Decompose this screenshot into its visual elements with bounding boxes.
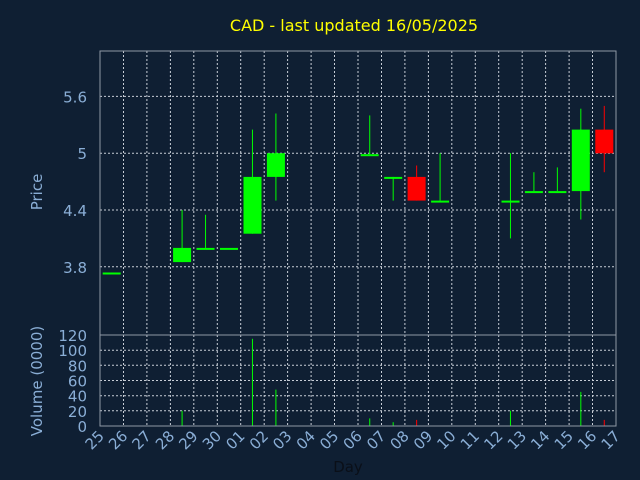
day-tick-label: 15 [551, 427, 577, 453]
volume-tick-label: 0 [77, 418, 87, 436]
price-tick-label: 5.6 [63, 88, 87, 106]
candle-body [595, 129, 614, 154]
candle-body [196, 247, 215, 250]
candle-body [102, 272, 121, 275]
price-tick-label: 3.8 [63, 259, 87, 277]
candle-body [548, 191, 567, 194]
candle-body [220, 247, 238, 250]
candle-body [571, 129, 590, 192]
volume-tick-label: 20 [68, 403, 87, 421]
plot-frame [99, 50, 617, 427]
day-tick-label: 29 [175, 427, 201, 453]
day-tick-label: 03 [269, 427, 295, 453]
price-axis-label: Price [28, 174, 46, 211]
day-tick-label: 02 [246, 427, 272, 453]
day-tick-label: 28 [152, 427, 178, 453]
day-tick-label: 08 [386, 427, 412, 453]
day-tick-label: 27 [128, 427, 154, 453]
day-tick-label: 04 [293, 427, 319, 453]
volume-axis-label: Volume (0000) [28, 326, 46, 436]
day-tick-label: 11 [457, 427, 483, 453]
candle-body [360, 154, 379, 157]
volume-tick-label: 120 [58, 327, 87, 345]
day-tick-label: 09 [410, 427, 436, 453]
volume-bars [181, 338, 605, 426]
axis-ticks: 3.84.455.6020406080100120252627282930010… [58, 88, 623, 453]
volume-tick-label: 40 [68, 388, 87, 406]
candle-body [524, 191, 543, 194]
volume-panel-frame [99, 334, 617, 427]
candle-body [266, 153, 285, 177]
candle-body [407, 176, 426, 201]
day-tick-label: 14 [527, 427, 553, 453]
day-tick-label: 16 [574, 427, 600, 453]
volume-tick-label: 80 [68, 357, 87, 375]
price-tick-label: 4.4 [63, 202, 87, 220]
candle-body [173, 247, 192, 263]
day-tick-label: 05 [316, 427, 342, 453]
price-tick-label: 5 [77, 145, 87, 163]
x-axis-label: Day [333, 458, 363, 476]
grid [100, 51, 617, 426]
candle-body [243, 176, 262, 234]
day-tick-label: 06 [340, 427, 366, 453]
candle-body [501, 200, 520, 203]
chart-title: CAD - last updated 16/05/2025 [230, 16, 478, 35]
day-tick-label: 30 [199, 427, 225, 453]
price-candles [102, 105, 614, 275]
day-tick-label: 07 [363, 427, 389, 453]
day-tick-label: 01 [222, 427, 248, 453]
day-tick-label: 13 [504, 427, 530, 453]
day-tick-label: 17 [598, 427, 624, 453]
day-tick-label: 12 [480, 427, 506, 453]
volume-tick-label: 100 [58, 342, 87, 360]
day-tick-label: 10 [433, 427, 459, 453]
candle-body [431, 200, 450, 203]
candle-body [384, 176, 403, 179]
day-tick-label: 26 [105, 427, 131, 453]
volume-tick-label: 60 [68, 373, 87, 391]
